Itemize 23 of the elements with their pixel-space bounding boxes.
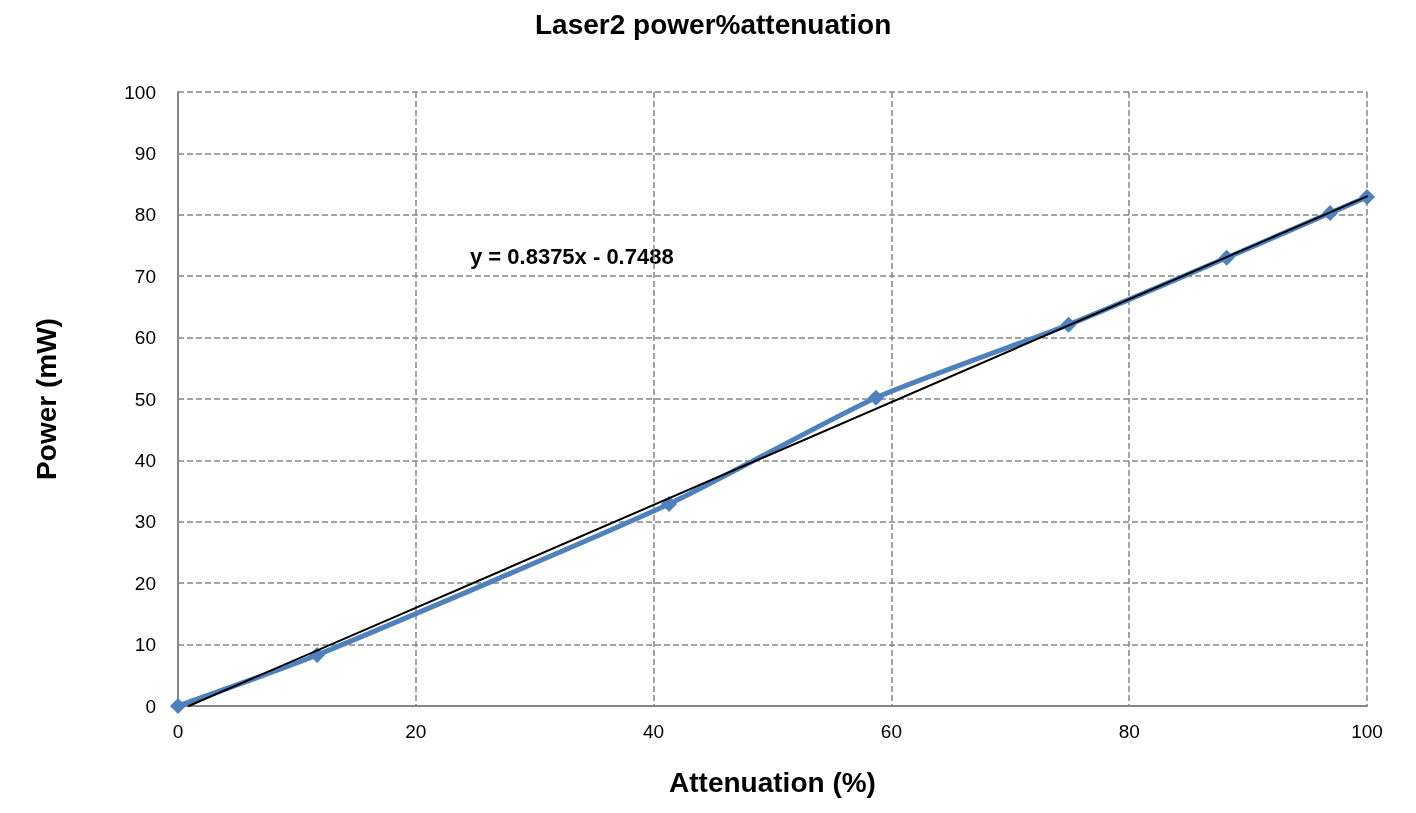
y-tick-label: 100 bbox=[124, 81, 156, 103]
x-tick-label: 0 bbox=[172, 721, 184, 742]
y-tick-label: 10 bbox=[134, 634, 156, 656]
x-tick-label: 40 bbox=[643, 721, 665, 742]
x-axis-title: Attenuation (%) bbox=[669, 766, 876, 798]
x-tick-label: 60 bbox=[880, 721, 902, 742]
chart-title: Laser2 power%attenuation bbox=[535, 8, 892, 40]
y-tick-label: 70 bbox=[134, 265, 156, 287]
point bbox=[170, 698, 186, 714]
y-tick-label: 20 bbox=[134, 572, 156, 594]
annotation: y = 0.8375x - 0.7488 bbox=[470, 243, 674, 269]
y-axis-title: Power (mW) bbox=[30, 318, 62, 480]
x-tick-label: 80 bbox=[1118, 721, 1140, 742]
y-tick-label: 30 bbox=[134, 511, 156, 533]
y-tick-label: 50 bbox=[134, 388, 156, 410]
y-tick-label: 90 bbox=[134, 142, 156, 164]
y-tick-label: 80 bbox=[134, 204, 156, 226]
y-tick-label: 40 bbox=[134, 449, 156, 471]
y-tick-label: 0 bbox=[145, 695, 156, 717]
x-tick-label: 20 bbox=[405, 721, 427, 742]
y-tick-label: 60 bbox=[134, 327, 156, 349]
x-tick-label: 100 bbox=[1351, 721, 1383, 742]
point bbox=[867, 389, 884, 406]
